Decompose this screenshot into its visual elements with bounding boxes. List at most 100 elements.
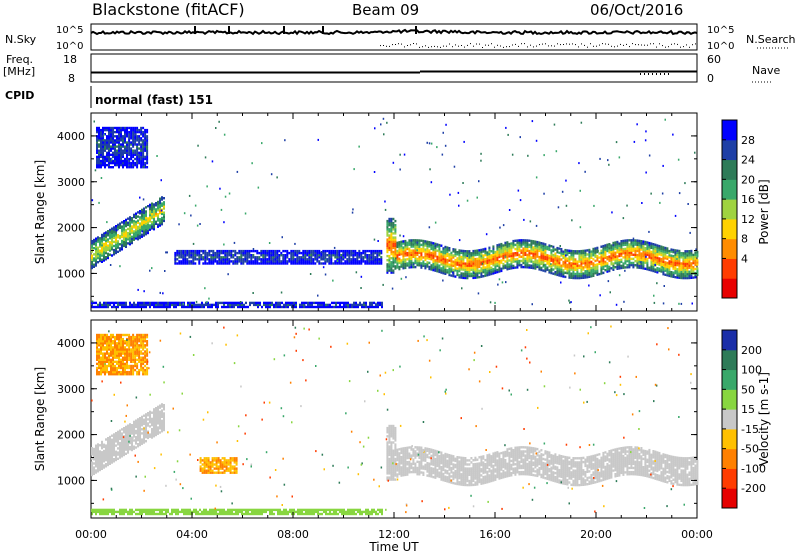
- echo-cell: [102, 143, 104, 146]
- echo-cell: [428, 245, 431, 248]
- echo-cell: [236, 262, 239, 265]
- echo-cell: [480, 248, 483, 252]
- echo-cell: [440, 269, 443, 272]
- echo-cell: [118, 130, 120, 134]
- echo-cell: [610, 263, 613, 266]
- echo-cell: [335, 305, 337, 309]
- echo-cell: [136, 143, 139, 146]
- echo-cell: [321, 303, 323, 307]
- echo-cell: [664, 253, 667, 256]
- echo-cell: [95, 264, 97, 267]
- echo-cell: [526, 257, 529, 261]
- echo-cell: [626, 247, 629, 250]
- echo-cell: [494, 265, 497, 268]
- echo-cell: [128, 141, 131, 144]
- echo-cell: [98, 366, 100, 370]
- echo-cell: [618, 254, 621, 258]
- echo-cell: [484, 272, 487, 275]
- echo-cell: [222, 249, 225, 253]
- echo-cell: [236, 256, 239, 259]
- echo-cell: [514, 252, 517, 255]
- search-noise-dot: [533, 46, 534, 48]
- echo-cell: [490, 256, 493, 259]
- echo-cell: [271, 303, 273, 307]
- echo-cell: [582, 258, 585, 261]
- echo-cell: [141, 210, 143, 214]
- echo-cell: [112, 155, 114, 159]
- echo-cell: [95, 245, 97, 249]
- echo-cell: [466, 272, 469, 276]
- echo-cell: [642, 263, 645, 266]
- echo-cell: [100, 163, 102, 167]
- echo-cell: [111, 301, 113, 305]
- echo-speckle: [333, 246, 336, 249]
- echo-cell: [470, 254, 473, 257]
- echo-cell: [542, 242, 545, 245]
- echo-cell: [256, 258, 259, 261]
- echo-cell: [97, 459, 99, 463]
- echo-cell: [542, 269, 545, 272]
- echo-cell: [614, 251, 617, 254]
- echo-cell: [205, 301, 207, 305]
- search-noise-dot: [617, 45, 618, 47]
- echo-cell: [330, 254, 333, 257]
- echo-cell: [596, 255, 599, 258]
- echo-cell: [516, 249, 519, 253]
- echo-speckle: [428, 226, 431, 229]
- echo-cell: [136, 145, 139, 148]
- echo-cell: [98, 333, 100, 337]
- echo-cell: [466, 264, 469, 267]
- echo-cell: [386, 238, 389, 241]
- echo-cell: [474, 251, 477, 255]
- echo-speckle: [310, 253, 312, 256]
- echo-cell: [126, 157, 128, 161]
- echo-cell: [96, 340, 98, 343]
- echo-cell: [115, 229, 117, 232]
- echo-cell: [204, 251, 207, 255]
- echo-cell: [520, 239, 523, 242]
- echo-cell: [426, 265, 429, 268]
- echo-cell: [580, 264, 583, 267]
- echo-cell: [95, 262, 97, 265]
- echo-cell: [406, 262, 409, 265]
- echo-cell: [546, 266, 549, 269]
- echo-cell: [142, 126, 145, 130]
- echo-cell: [388, 230, 391, 233]
- search-noise-dot: [446, 45, 447, 47]
- colorbar-tick-label: 4: [741, 252, 748, 265]
- echo-cell: [594, 253, 597, 256]
- echo-cell: [458, 261, 461, 265]
- echo-cell: [474, 262, 477, 265]
- echo-cell: [274, 262, 277, 265]
- echo-cell: [594, 270, 597, 273]
- echo-cell: [109, 439, 111, 443]
- echo-cell: [224, 249, 227, 253]
- echo-cell: [108, 337, 110, 341]
- echo-cell: [117, 242, 119, 245]
- echo-cell: [220, 260, 223, 263]
- echo-cell: [474, 272, 477, 275]
- echo-cell: [550, 271, 553, 275]
- echo-cell: [266, 262, 269, 265]
- echo-cell: [202, 249, 205, 253]
- echo-cell: [211, 303, 213, 307]
- echo-cell: [102, 151, 104, 154]
- echo-cell: [282, 256, 285, 259]
- echo-cell: [145, 429, 147, 433]
- echo-speckle: [141, 230, 143, 233]
- echo-cell: [275, 301, 277, 305]
- echo-cell: [416, 247, 419, 250]
- echo-cell: [512, 252, 515, 255]
- echo-cell: [580, 268, 583, 271]
- echo-cell: [630, 257, 633, 261]
- echo-cell: [143, 209, 145, 212]
- echo-cell: [392, 221, 395, 225]
- echo-cell: [107, 439, 109, 442]
- echo-cell: [250, 258, 253, 261]
- echo-cell: [127, 234, 129, 237]
- echo-cell: [313, 305, 315, 309]
- echo-cell: [622, 247, 625, 251]
- echo-cell: [99, 257, 101, 261]
- echo-cell: [110, 348, 112, 351]
